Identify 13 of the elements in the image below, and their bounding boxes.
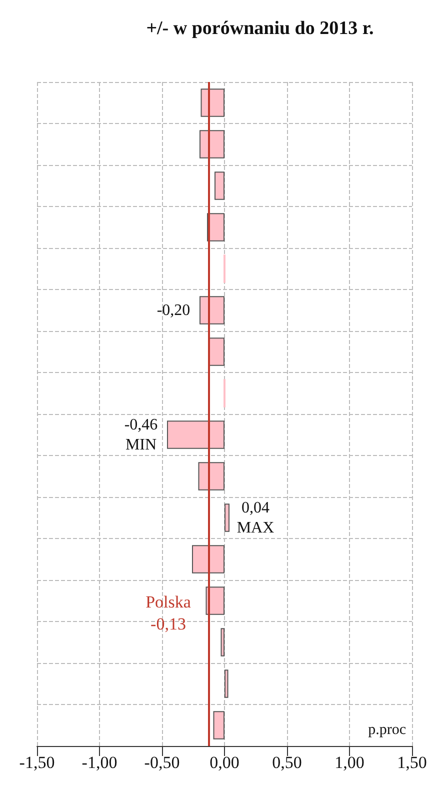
x-tick-label: -1,00 xyxy=(82,753,118,772)
x-tick-label: 1,50 xyxy=(397,753,427,772)
data-label: -0,46 MIN xyxy=(124,416,158,454)
x-tick-label: -1,50 xyxy=(19,753,55,772)
data-label: -0,20 xyxy=(156,302,190,319)
data-label: 0,04 MAX xyxy=(236,499,275,536)
ref-line-label: Polska -0,13 xyxy=(146,592,192,634)
x-tick-label: 0,00 xyxy=(210,753,240,772)
x-axis-title: p.proc xyxy=(368,722,406,738)
x-tick-label: 1,00 xyxy=(334,753,364,772)
x-tick-label: -0,50 xyxy=(144,753,180,772)
x-tick-label: 0,50 xyxy=(272,753,302,772)
chart-title: +/- w porównaniu do 2013 r. xyxy=(146,18,374,39)
